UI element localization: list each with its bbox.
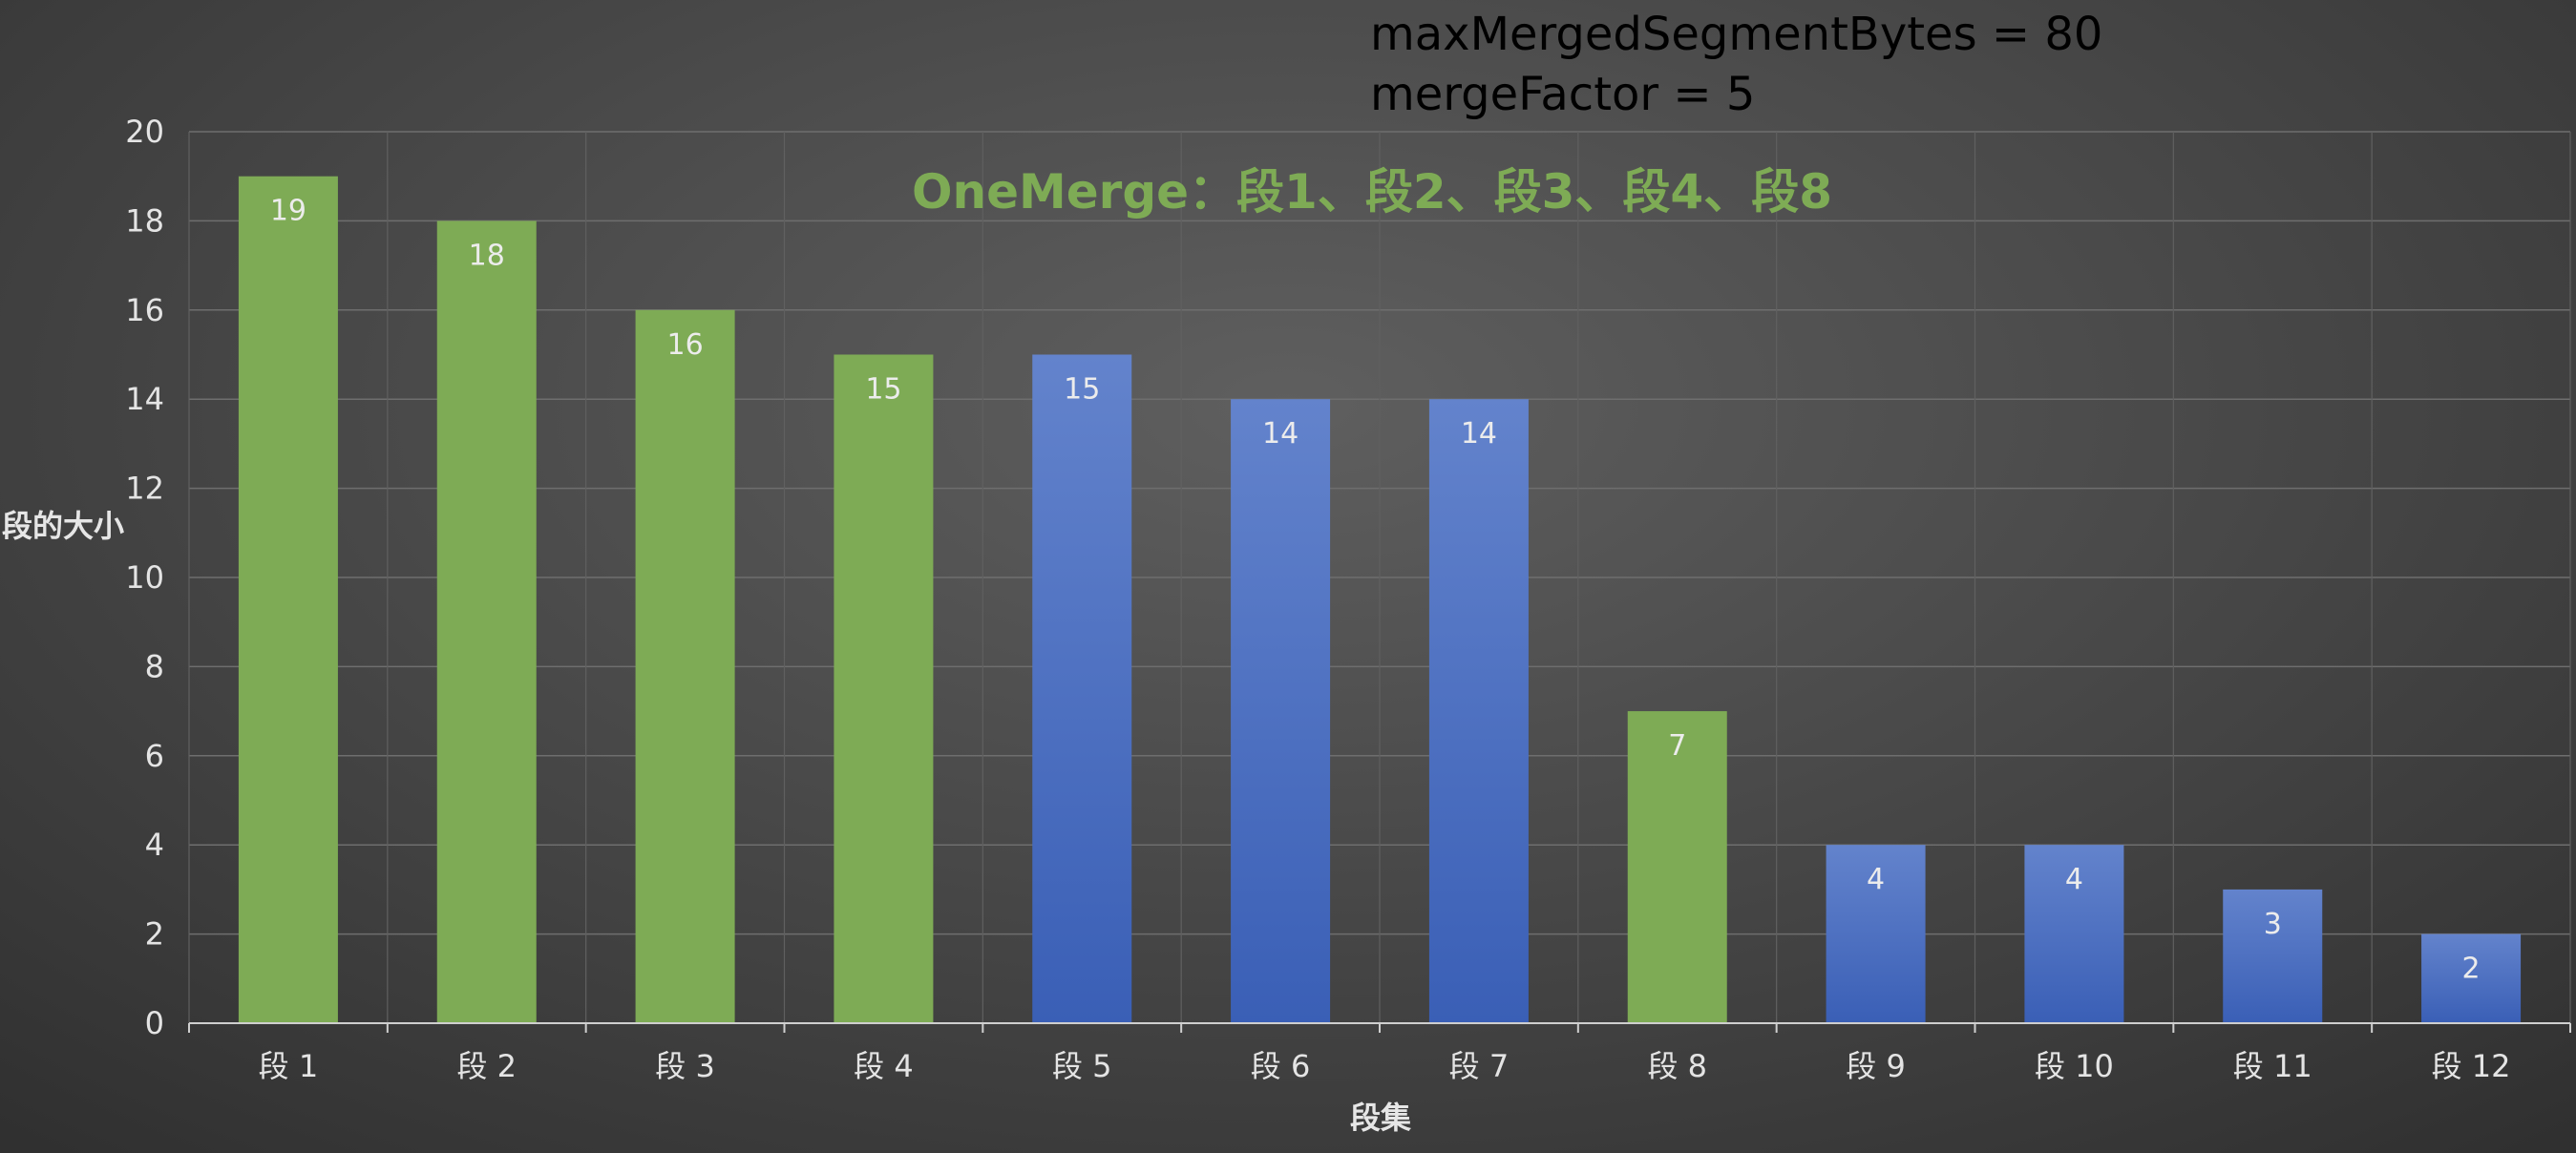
x-tick-label: 段 4 bbox=[854, 1048, 914, 1084]
y-tick-label: 12 bbox=[125, 471, 164, 507]
param-merge-factor: mergeFactor = 5 bbox=[1370, 68, 1755, 121]
bars bbox=[238, 176, 2522, 1023]
bar-value-label: 19 bbox=[270, 195, 306, 228]
x-tick-label: 段 5 bbox=[1052, 1048, 1112, 1084]
y-tick-label: 10 bbox=[125, 559, 164, 596]
y-tick-label: 18 bbox=[125, 202, 164, 239]
bar-value-label: 3 bbox=[2264, 908, 2282, 941]
bar-value-label: 14 bbox=[1461, 417, 1497, 451]
bar-value-label: 14 bbox=[1262, 417, 1299, 451]
param-max-merged-segment-bytes: maxMergedSegmentBytes = 80 bbox=[1370, 8, 2102, 61]
axes: 0 2 4 6 8 10 12 14 16 18 20 段 1 段 2 段 3 段 4 段 5 段 6 段 7 段 … bbox=[125, 114, 2571, 1084]
bar bbox=[1231, 399, 1331, 1023]
bar-value-label: 7 bbox=[1668, 729, 1686, 763]
bar-selected bbox=[1627, 711, 1727, 1023]
bar bbox=[2024, 845, 2124, 1023]
x-tick-label: 段 10 bbox=[2035, 1048, 2114, 1084]
x-tick-label: 段 2 bbox=[456, 1048, 517, 1084]
onemerge-annotation: OneMerge：段1、段2、段3、段4、段8 bbox=[912, 164, 1832, 220]
bar-selected bbox=[834, 354, 934, 1023]
x-tick-label: 段 7 bbox=[1449, 1048, 1510, 1084]
bar-value-label: 15 bbox=[865, 373, 901, 407]
bar-selected bbox=[238, 176, 338, 1023]
x-tick-label: 段 12 bbox=[2432, 1048, 2511, 1084]
x-tick-label: 段 1 bbox=[259, 1048, 319, 1084]
x-tick-label: 段 6 bbox=[1251, 1048, 1311, 1084]
bar bbox=[1428, 399, 1529, 1023]
x-tick-label: 段 11 bbox=[2233, 1048, 2312, 1084]
y-tick-label: 4 bbox=[145, 827, 164, 863]
gridlines bbox=[188, 131, 2571, 1023]
bar bbox=[2421, 933, 2522, 1023]
bar-value-label: 4 bbox=[1867, 863, 1885, 896]
y-tick-label: 8 bbox=[145, 648, 164, 684]
y-tick-label: 14 bbox=[125, 381, 164, 417]
bar bbox=[1032, 354, 1132, 1023]
bar-value-label: 2 bbox=[2462, 953, 2481, 986]
bar-selected bbox=[635, 309, 735, 1023]
bar bbox=[2223, 889, 2323, 1023]
y-tick-label: 2 bbox=[145, 916, 164, 953]
x-axis-title: 段集 bbox=[1350, 1100, 1411, 1136]
data-labels: 19 18 16 15 15 14 14 7 4 4 3 2 bbox=[270, 195, 2481, 986]
y-tick-label: 0 bbox=[145, 1005, 164, 1041]
y-axis-title: 段的大小 bbox=[2, 508, 124, 544]
y-tick-label: 20 bbox=[125, 114, 164, 150]
x-tick-label: 段 3 bbox=[655, 1048, 715, 1084]
x-tick-label: 段 9 bbox=[1846, 1048, 1906, 1084]
y-tick-label: 16 bbox=[125, 292, 164, 328]
x-tick-label: 段 8 bbox=[1647, 1048, 1707, 1084]
bar-value-label: 18 bbox=[469, 239, 505, 272]
bar-value-label: 4 bbox=[2065, 863, 2083, 896]
bar-selected bbox=[436, 220, 537, 1023]
bar-value-label: 15 bbox=[1064, 373, 1100, 407]
bar bbox=[1826, 845, 1926, 1023]
y-tick-label: 6 bbox=[145, 738, 164, 774]
bar-value-label: 16 bbox=[666, 328, 703, 362]
